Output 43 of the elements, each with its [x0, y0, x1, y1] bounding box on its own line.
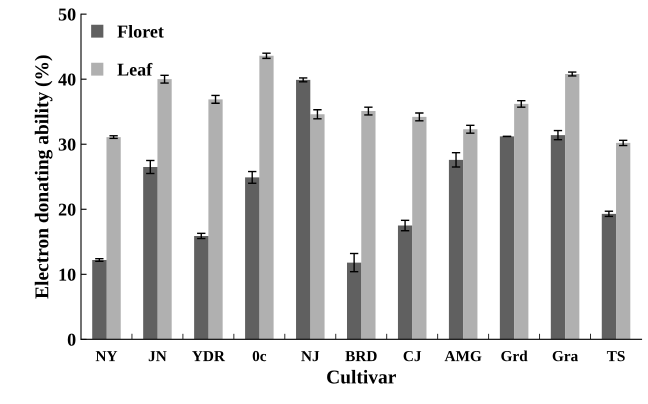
- bar: [565, 74, 580, 340]
- bar: [346, 262, 362, 340]
- x-tick-label: 0c: [252, 350, 266, 362]
- bar: [310, 114, 325, 340]
- bar: [463, 129, 478, 340]
- legend-label: Floret: [117, 24, 164, 38]
- y-axis-title: Electron donating ability (%): [34, 55, 53, 299]
- y-tick-label: 30: [58, 138, 76, 151]
- bar: [448, 160, 464, 340]
- y-tick-label: 50: [58, 8, 76, 21]
- x-tick-label: NJ: [301, 351, 320, 362]
- y-tick-label: 40: [58, 73, 76, 86]
- bar: [550, 135, 566, 340]
- bar: [208, 99, 223, 340]
- bar: [500, 136, 514, 340]
- bar: [602, 214, 616, 340]
- y-tick-label: 20: [58, 204, 76, 216]
- legend-label: Leaf: [117, 62, 152, 76]
- x-tick-label: Grd: [501, 350, 528, 362]
- x-tick-label: NY: [96, 351, 118, 362]
- bar: [157, 79, 172, 340]
- x-tick-label: JN: [148, 351, 167, 362]
- x-tick-label: AMG: [444, 350, 482, 362]
- x-tick-label: BRD: [345, 351, 377, 362]
- x-tick-label: TS: [606, 350, 625, 362]
- bar: [259, 56, 274, 340]
- bar: [412, 116, 426, 340]
- x-tick-label: Gra: [552, 350, 578, 362]
- bar: [106, 137, 121, 340]
- bar: [398, 226, 412, 340]
- x-tick-label: YDR: [192, 351, 226, 362]
- x-axis-title: Cultivar: [327, 370, 396, 384]
- bar: [92, 260, 106, 340]
- bar: [194, 236, 208, 340]
- y-tick-label: 0: [68, 334, 76, 346]
- bar: [143, 166, 158, 340]
- bar: [296, 80, 310, 340]
- bar: [616, 142, 630, 340]
- y-tick-label: 10: [60, 268, 76, 281]
- bar: [514, 104, 528, 340]
- bar: [361, 111, 376, 340]
- bar: [245, 177, 260, 340]
- x-tick-label: CJ: [404, 350, 422, 362]
